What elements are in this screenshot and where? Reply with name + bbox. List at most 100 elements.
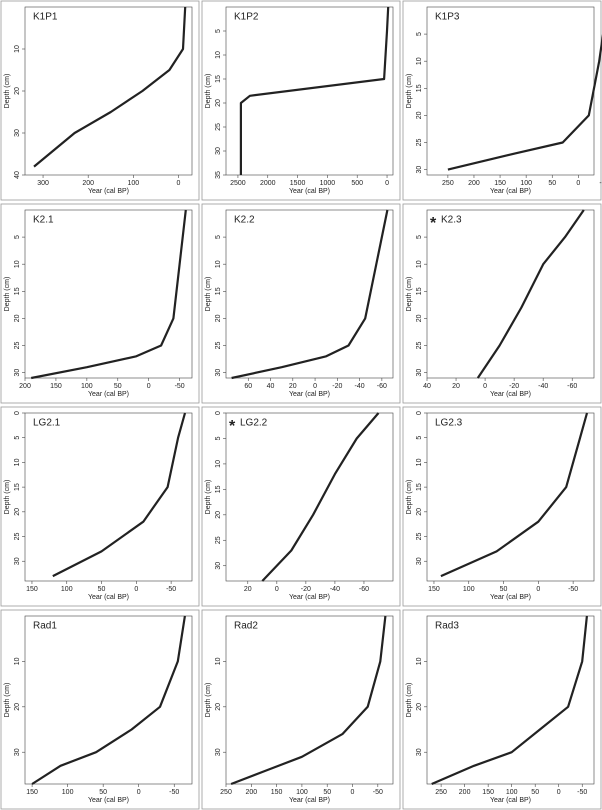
y-axis-label: Depth (cm)	[4, 480, 11, 515]
y-axis-label: Depth (cm)	[205, 74, 212, 109]
x-tick-label: 50	[531, 789, 539, 796]
x-tick-label: 150	[494, 180, 506, 187]
y-tick-label: 15	[14, 483, 21, 491]
annotation: *	[430, 215, 437, 232]
x-tick-label: 0	[351, 789, 355, 796]
y-tick-label: 30	[14, 557, 21, 565]
y-tick-label: 25	[416, 533, 423, 541]
y-tick-label: 20	[416, 508, 423, 516]
panel	[201, 609, 401, 810]
x-tick-label: 50	[98, 586, 106, 593]
y-tick-label: 20	[215, 703, 222, 711]
panel-title: K2.2	[234, 215, 255, 226]
age-depth-line	[239, 6, 390, 175]
x-tick-label: -40	[538, 383, 548, 390]
y-axis-label: Depth (cm)	[406, 480, 413, 515]
x-axis-label: Year (cal BP)	[88, 594, 129, 601]
x-tick-label: -50	[166, 586, 176, 593]
age-depth-line	[447, 34, 602, 171]
plot-area	[426, 615, 595, 785]
x-axis-label: Year (cal BP)	[289, 188, 330, 195]
x-tick-label: -50	[175, 383, 185, 390]
x-tick-label: -60	[359, 586, 369, 593]
x-tick-label: 0	[313, 383, 317, 390]
y-tick-label: 10	[14, 657, 21, 665]
x-tick-label: 40	[267, 383, 275, 390]
y-tick-label: 15	[416, 84, 423, 92]
panel	[402, 0, 602, 201]
plot-area	[426, 6, 595, 176]
y-tick-label: 10	[416, 260, 423, 268]
y-tick-label: 10	[416, 57, 423, 65]
age-depth-line	[230, 615, 387, 786]
x-tick-label: -50	[169, 789, 179, 796]
y-tick-label: 20	[14, 703, 21, 711]
x-tick-label: 0	[147, 383, 151, 390]
y-tick-label: 30	[215, 369, 222, 377]
y-axis-label: Depth (cm)	[406, 683, 413, 718]
y-tick-label: 20	[215, 314, 222, 322]
panel-title: LG2.1	[33, 418, 61, 429]
x-tick-label: 100	[62, 789, 74, 796]
x-tick-label: 50	[323, 789, 331, 796]
panel-title: Rad2	[234, 621, 258, 632]
x-tick-label: 2500	[230, 180, 246, 187]
y-tick-label: 10	[215, 51, 222, 59]
x-axis-label: Year (cal BP)	[490, 594, 531, 601]
x-tick-label: 50	[548, 180, 556, 187]
x-tick-label: -60	[567, 383, 577, 390]
y-tick-label: 30	[416, 748, 423, 756]
x-tick-label: 0	[134, 586, 138, 593]
y-tick-label: 20	[416, 111, 423, 119]
y-tick-label: 20	[215, 511, 222, 519]
y-tick-label: 25	[14, 533, 21, 541]
plot-area	[24, 209, 193, 379]
x-axis-label: Year (cal BP)	[289, 797, 330, 804]
y-axis-label: Depth (cm)	[4, 277, 11, 312]
y-tick-label: 10	[14, 45, 21, 53]
age-depth-line	[431, 615, 588, 786]
x-tick-label: -50	[577, 789, 587, 796]
panel	[402, 203, 602, 404]
x-tick-label: 20	[289, 383, 297, 390]
x-tick-label: 50	[114, 383, 122, 390]
x-tick-label: 0	[536, 586, 540, 593]
y-tick-label: 5	[14, 436, 21, 440]
x-tick-label: -20	[509, 383, 519, 390]
panel-title: Rad3	[435, 621, 459, 632]
plot-area	[426, 412, 595, 582]
y-tick-label: 25	[416, 138, 423, 146]
x-tick-label: 100	[296, 789, 308, 796]
y-tick-label: 5	[14, 235, 21, 239]
panel	[0, 203, 200, 404]
y-tick-label: 10	[416, 458, 423, 466]
y-tick-label: 30	[14, 748, 21, 756]
x-tick-label: 100	[127, 180, 139, 187]
x-tick-label: 100	[506, 789, 518, 796]
x-tick-label: 60	[244, 383, 252, 390]
x-axis-label: Year (cal BP)	[88, 797, 129, 804]
panel-title: K1P3	[435, 12, 460, 23]
annotation: *	[229, 418, 236, 435]
y-axis-label: Depth (cm)	[205, 683, 212, 718]
y-tick-label: 5	[416, 436, 423, 440]
y-tick-label: 30	[416, 166, 423, 174]
panel-title: K2.3	[441, 215, 462, 226]
y-tick-label: 30	[215, 748, 222, 756]
y-tick-label: 15	[215, 485, 222, 493]
y-tick-label: 10	[215, 460, 222, 468]
panel-title: K1P1	[33, 12, 58, 23]
y-tick-label: 15	[215, 287, 222, 295]
x-axis-label: Year (cal BP)	[88, 391, 129, 398]
y-axis-label: Depth (cm)	[205, 480, 212, 515]
x-tick-label: 0	[576, 180, 580, 187]
x-tick-label: 1000	[320, 180, 336, 187]
y-tick-label: 15	[416, 287, 423, 295]
x-tick-label: -20	[332, 383, 342, 390]
x-tick-label: -40	[355, 383, 365, 390]
x-tick-label: 20	[452, 383, 460, 390]
y-tick-label: 20	[14, 508, 21, 516]
x-tick-label: 250	[442, 180, 454, 187]
age-depth-line	[33, 6, 187, 168]
